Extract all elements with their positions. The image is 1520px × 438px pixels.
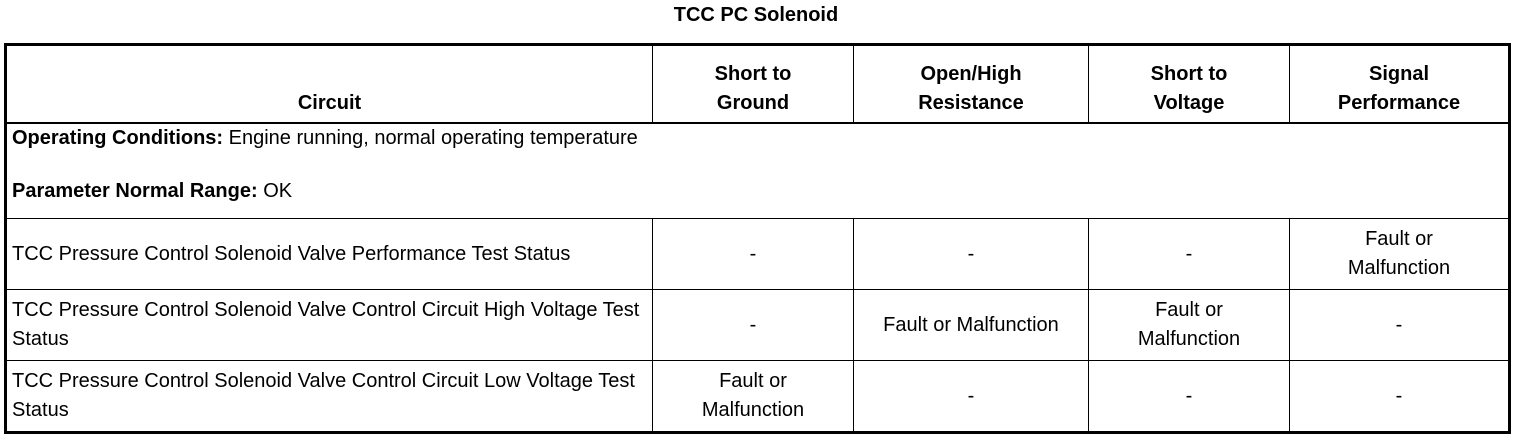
header-short-to-ground: Short to Ground: [652, 44, 854, 124]
short-to-ground-cell: -: [652, 289, 854, 361]
short-to-voltage-cell: -: [1088, 360, 1290, 433]
header-short-to-voltage: Short to Voltage: [1088, 44, 1290, 124]
short-to-ground-cell: -: [652, 218, 854, 290]
header-circuit: Circuit: [5, 44, 653, 124]
circuit-cell: TCC Pressure Control Solenoid Valve Cont…: [5, 289, 653, 361]
short-to-voltage-cell: Fault or Malfunction: [1088, 289, 1290, 361]
header-signal-performance: Signal Performance: [1289, 44, 1510, 124]
circuit-cell: TCC Pressure Control Solenoid Valve Perf…: [5, 218, 653, 290]
table-row: TCC Pressure Control Solenoid Valve Cont…: [5, 360, 1510, 433]
table-row: TCC Pressure Control Solenoid Valve Cont…: [5, 289, 1510, 361]
open-high-resistance-cell: -: [853, 360, 1089, 433]
signal-performance-cell: -: [1289, 289, 1510, 361]
short-to-ground-cell: Fault or Malfunction: [652, 360, 854, 433]
table-row: TCC Pressure Control Solenoid Valve Perf…: [5, 218, 1510, 290]
diagnostic-table: Circuit Short to Ground Open/High Resist…: [4, 43, 1511, 434]
circuit-cell: TCC Pressure Control Solenoid Valve Cont…: [5, 360, 653, 433]
header-open-high-resistance: Open/High Resistance: [853, 44, 1089, 124]
operating-conditions-value: Engine running, normal operating tempera…: [223, 127, 638, 149]
open-high-resistance-cell: Fault or Malfunction: [853, 289, 1089, 361]
normal-range-label: Parameter Normal Range:: [12, 180, 258, 202]
open-high-resistance-cell: -: [853, 218, 1089, 290]
table-title: TCC PC Solenoid: [673, 4, 839, 26]
operating-conditions-label: Operating Conditions:: [12, 127, 224, 149]
conditions-cell: Operating Conditions: Engine running, no…: [5, 122, 1510, 219]
header-row: Circuit Short to Ground Open/High Resist…: [5, 44, 1510, 124]
signal-performance-cell: -: [1289, 360, 1510, 433]
normal-range-value: OK: [257, 180, 293, 202]
signal-performance-cell: Fault or Malfunction: [1289, 218, 1510, 290]
short-to-voltage-cell: -: [1088, 218, 1290, 290]
